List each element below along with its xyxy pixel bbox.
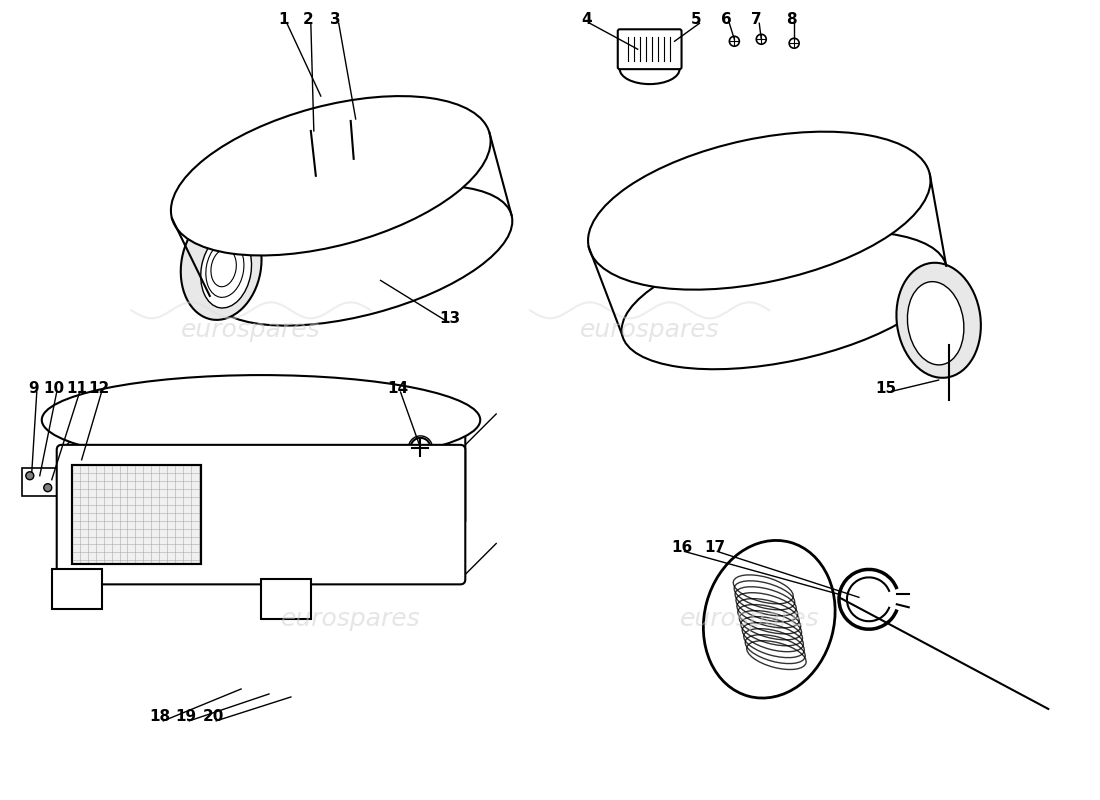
- Text: 11: 11: [66, 381, 87, 395]
- Ellipse shape: [253, 181, 268, 191]
- Text: 14: 14: [387, 381, 408, 395]
- Ellipse shape: [258, 184, 264, 188]
- Text: 4: 4: [582, 12, 592, 27]
- Bar: [52, 570, 101, 610]
- Ellipse shape: [701, 210, 718, 222]
- Ellipse shape: [908, 282, 964, 365]
- Text: eurospares: eurospares: [280, 607, 420, 631]
- Text: 2: 2: [302, 12, 313, 27]
- Text: 13: 13: [440, 310, 461, 326]
- Ellipse shape: [588, 132, 931, 290]
- Ellipse shape: [621, 231, 947, 370]
- Ellipse shape: [770, 190, 788, 202]
- Text: eurospares: eurospares: [580, 318, 719, 342]
- Ellipse shape: [306, 182, 320, 190]
- Ellipse shape: [209, 186, 513, 326]
- Text: 16: 16: [671, 540, 692, 555]
- Ellipse shape: [729, 36, 739, 46]
- Text: 19: 19: [176, 710, 197, 724]
- Text: 20: 20: [202, 710, 224, 724]
- Text: 9: 9: [29, 381, 40, 395]
- Ellipse shape: [410, 438, 430, 458]
- Ellipse shape: [265, 598, 277, 610]
- Ellipse shape: [79, 592, 84, 596]
- Ellipse shape: [200, 233, 252, 308]
- FancyBboxPatch shape: [57, 445, 465, 584]
- Text: 17: 17: [704, 540, 725, 555]
- Text: eurospares: eurospares: [182, 318, 321, 342]
- Bar: [72, 465, 201, 565]
- Ellipse shape: [59, 592, 64, 596]
- Ellipse shape: [170, 96, 491, 255]
- Ellipse shape: [789, 38, 799, 48]
- Ellipse shape: [333, 161, 349, 171]
- Ellipse shape: [757, 34, 767, 44]
- Text: 12: 12: [88, 381, 109, 395]
- Ellipse shape: [25, 472, 34, 480]
- Bar: [22, 468, 57, 496]
- Text: eurospares: eurospares: [680, 607, 820, 631]
- Ellipse shape: [661, 225, 679, 237]
- Bar: [261, 579, 311, 619]
- Ellipse shape: [76, 588, 88, 600]
- Ellipse shape: [896, 262, 981, 378]
- Ellipse shape: [346, 156, 356, 166]
- Text: 10: 10: [43, 381, 64, 395]
- Ellipse shape: [180, 211, 262, 320]
- Ellipse shape: [326, 513, 355, 537]
- Bar: [72, 465, 201, 565]
- Text: 3: 3: [330, 12, 341, 27]
- Ellipse shape: [667, 229, 672, 233]
- Text: 7: 7: [751, 12, 761, 27]
- Text: 18: 18: [150, 710, 170, 724]
- Ellipse shape: [308, 174, 318, 184]
- Ellipse shape: [276, 474, 406, 574]
- FancyBboxPatch shape: [97, 405, 465, 525]
- Ellipse shape: [44, 484, 52, 492]
- Ellipse shape: [703, 541, 835, 698]
- Ellipse shape: [777, 194, 782, 198]
- Ellipse shape: [42, 375, 481, 465]
- Ellipse shape: [56, 588, 68, 600]
- Ellipse shape: [338, 164, 343, 168]
- Ellipse shape: [706, 214, 713, 218]
- Text: 8: 8: [785, 12, 796, 27]
- Text: 15: 15: [876, 381, 896, 395]
- Text: 1: 1: [278, 12, 289, 27]
- Text: 5: 5: [691, 12, 702, 27]
- Text: 6: 6: [720, 12, 732, 27]
- FancyBboxPatch shape: [618, 30, 682, 69]
- Ellipse shape: [333, 518, 349, 530]
- Ellipse shape: [290, 598, 301, 610]
